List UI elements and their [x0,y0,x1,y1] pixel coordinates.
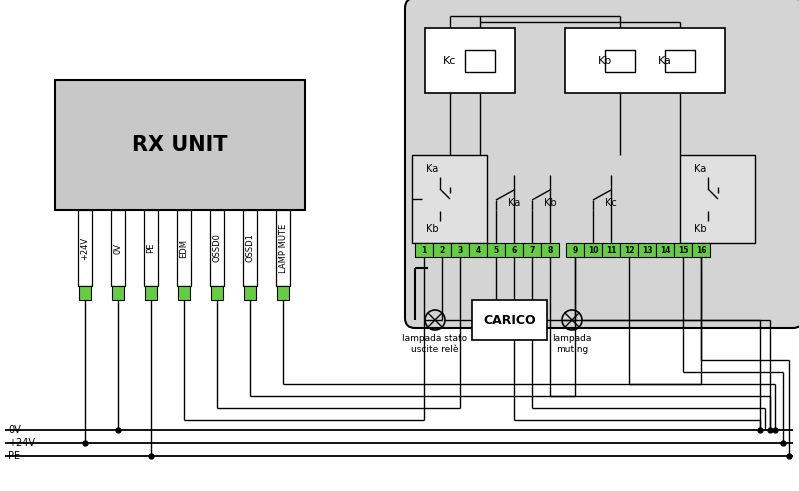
Bar [541,243,559,257]
Bar [469,243,487,257]
Text: LAMP MUTE: LAMP MUTE [279,223,288,273]
Bar [674,243,692,257]
Text: Ka: Ka [426,164,438,174]
Bar [566,243,584,257]
Bar [55,80,305,210]
Text: 14: 14 [660,246,670,254]
Bar [584,243,602,257]
Bar [472,300,547,340]
Text: 0V: 0V [113,243,122,253]
Text: 5: 5 [494,246,499,254]
Bar [425,28,515,93]
Bar [505,243,523,257]
Bar [638,243,656,257]
Bar [602,243,620,257]
Text: Ka: Ka [508,198,520,208]
Bar [79,286,91,300]
Text: 15: 15 [678,246,688,254]
Text: 12: 12 [624,246,634,254]
Bar [112,286,124,300]
Text: Kb: Kb [694,224,706,234]
Bar [656,243,674,257]
Bar [145,286,157,300]
Text: RX UNIT: RX UNIT [133,135,228,155]
Text: Ka: Ka [694,164,706,174]
Bar [415,243,433,257]
Text: lampada stato
uscite relè: lampada stato uscite relè [403,334,467,354]
Bar [680,155,755,243]
Bar [277,286,289,300]
FancyBboxPatch shape [405,0,799,328]
Bar [243,210,257,286]
Text: lampada
muting: lampada muting [552,334,592,354]
Bar [605,50,635,72]
Bar [487,243,505,257]
Text: Ka: Ka [658,55,672,65]
Text: 9: 9 [572,246,578,254]
Text: OSSD0: OSSD0 [213,234,221,262]
Text: PE: PE [8,451,20,461]
Bar [565,28,725,93]
Bar [276,210,290,286]
Bar [144,210,158,286]
Text: 10: 10 [588,246,598,254]
Bar [178,286,190,300]
Text: 11: 11 [606,246,616,254]
Text: 0V: 0V [8,425,21,435]
Text: Kb: Kb [544,198,557,208]
Bar [620,243,638,257]
Text: +24V: +24V [8,438,35,448]
Text: 7: 7 [529,246,535,254]
Bar [451,243,469,257]
Bar [177,210,191,286]
Text: 3: 3 [457,246,463,254]
Text: OSSD1: OSSD1 [245,234,255,262]
Text: 6: 6 [511,246,517,254]
Text: EDM: EDM [180,239,189,257]
Bar [78,210,92,286]
Bar [465,50,495,72]
Bar [692,243,710,257]
Bar [244,286,256,300]
Text: Kb: Kb [426,224,439,234]
Text: CARICO: CARICO [483,313,536,327]
Bar [523,243,541,257]
Text: +24V: +24V [81,237,89,260]
Text: Kc: Kc [605,198,617,208]
Bar [412,155,487,243]
Bar [210,210,224,286]
Text: Kb: Kb [598,55,612,65]
Bar [111,210,125,286]
Text: 8: 8 [547,246,553,254]
Bar [211,286,223,300]
Text: 2: 2 [439,246,444,254]
Text: Kc: Kc [443,55,456,65]
Bar [665,50,695,72]
Bar [433,243,451,257]
Text: 16: 16 [696,246,706,254]
Text: 4: 4 [475,246,481,254]
Text: 13: 13 [642,246,652,254]
Text: PE: PE [146,243,156,253]
Text: 1: 1 [421,246,427,254]
